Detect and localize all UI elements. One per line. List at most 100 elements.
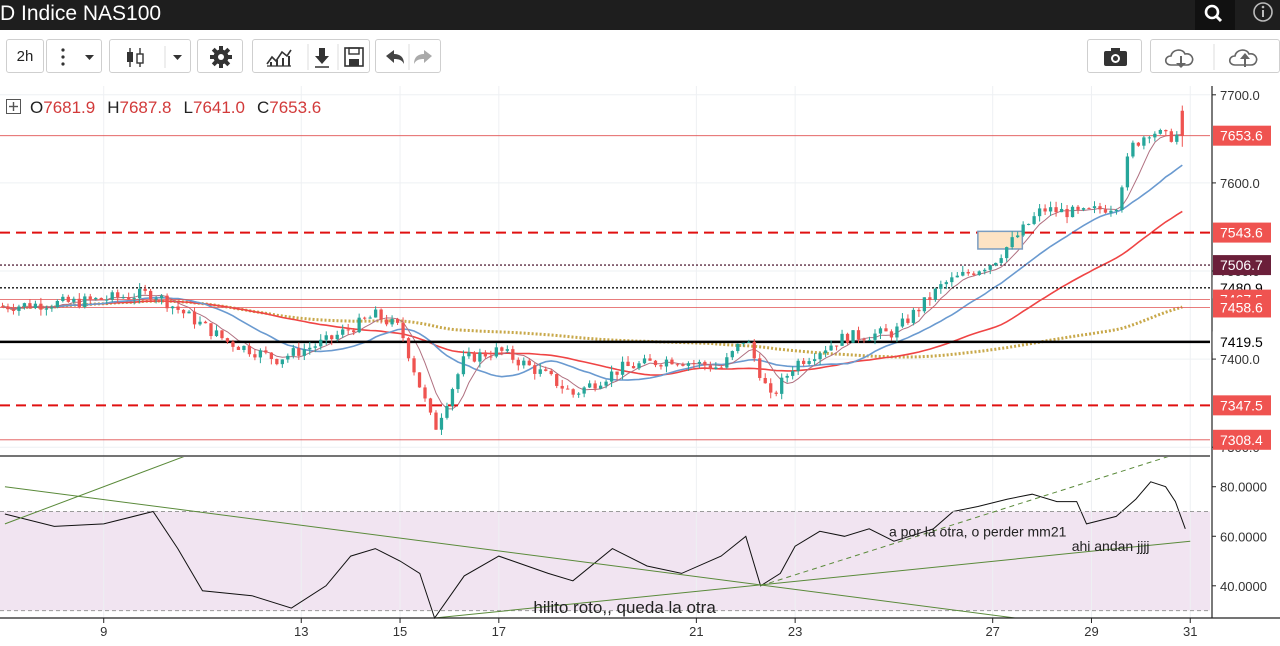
- candle: [352, 327, 356, 336]
- candle: [906, 314, 910, 325]
- candle: [1164, 129, 1168, 137]
- candle: [983, 268, 987, 275]
- candle-body: [1087, 208, 1091, 210]
- candle-body: [522, 360, 526, 366]
- high-value: 7687.8: [119, 98, 172, 117]
- candle-body: [758, 358, 762, 378]
- candle: [966, 269, 970, 276]
- save-icon[interactable]: [344, 47, 364, 67]
- candle-body: [198, 321, 202, 325]
- candle-body: [258, 350, 263, 358]
- candle: [61, 294, 65, 303]
- candle-body: [55, 301, 59, 308]
- candle-body: [461, 356, 466, 375]
- candle: [928, 292, 932, 306]
- candle: [664, 356, 669, 373]
- candle-body: [1114, 209, 1119, 211]
- candle: [577, 392, 581, 398]
- candle-body: [170, 306, 175, 309]
- candle: [401, 317, 405, 342]
- redo-icon[interactable]: [414, 50, 432, 64]
- expand-box-icon[interactable]: [6, 99, 22, 115]
- search-icon[interactable]: [1195, 0, 1235, 30]
- candle: [977, 270, 981, 276]
- chevron-down-icon: [85, 55, 94, 60]
- candle: [796, 358, 800, 375]
- candle: [686, 361, 691, 371]
- undo-icon[interactable]: [386, 50, 404, 64]
- indicators-icon[interactable]: [266, 49, 292, 67]
- price-badge: [1213, 125, 1271, 146]
- candle: [785, 373, 789, 383]
- candle-body: [88, 296, 92, 300]
- candle-body: [642, 358, 647, 364]
- candle: [999, 254, 1003, 265]
- price-badge-label: 7308.4: [1220, 432, 1263, 448]
- candle-body: [445, 406, 449, 418]
- candle: [341, 324, 345, 338]
- candle: [6, 303, 10, 313]
- candle-body: [214, 330, 219, 337]
- cloud-download-icon[interactable]: [1164, 49, 1194, 68]
- download-icon[interactable]: [315, 48, 329, 68]
- interval-menu-button[interactable]: [46, 39, 102, 73]
- candle-body: [352, 330, 356, 333]
- camera-icon: [1104, 48, 1127, 66]
- candle-body: [1120, 187, 1124, 210]
- candle-body: [1070, 206, 1075, 218]
- interval-label: 2h: [16, 48, 34, 65]
- candle-body: [17, 306, 21, 311]
- candle-body: [977, 271, 981, 275]
- candle-body: [192, 311, 197, 325]
- candle-body: [11, 309, 16, 311]
- candle-body: [373, 309, 378, 318]
- rsi-tick-label: 40.0000: [1220, 579, 1267, 594]
- interval-button[interactable]: 2h: [6, 39, 44, 73]
- chart-type-button[interactable]: [109, 39, 191, 73]
- candle-body: [297, 348, 301, 356]
- candle: [297, 342, 301, 360]
- candle-body: [637, 363, 641, 369]
- candle: [66, 294, 70, 303]
- candle-body: [456, 374, 460, 390]
- candle: [88, 293, 92, 304]
- candle: [555, 373, 559, 389]
- candle: [670, 357, 674, 365]
- settings-button[interactable]: [197, 39, 243, 73]
- candle-body: [834, 345, 839, 347]
- candle: [988, 264, 992, 275]
- candle-body: [330, 335, 334, 340]
- candle-body: [911, 309, 916, 323]
- candle-body: [132, 298, 136, 300]
- candle-body: [796, 360, 800, 372]
- candle: [39, 297, 43, 316]
- info-icon[interactable]: [1240, 0, 1280, 30]
- candle-body: [955, 275, 959, 278]
- candle-body: [1136, 142, 1141, 146]
- candle-body: [83, 296, 87, 307]
- candle-body: [527, 360, 531, 366]
- candle: [933, 287, 937, 302]
- candlestick-icon: [127, 48, 144, 67]
- candle: [44, 305, 49, 316]
- cloud-upload-icon[interactable]: [1228, 49, 1258, 67]
- candle-body: [648, 358, 652, 361]
- annotation-text: hilito roto,, queda la otra: [533, 598, 716, 617]
- low-value: 7641.0: [192, 98, 245, 117]
- snapshot-button[interactable]: [1087, 39, 1142, 73]
- candle-body: [99, 297, 103, 300]
- candle-body: [933, 288, 937, 300]
- candle-body: [159, 295, 164, 299]
- candle: [1158, 128, 1162, 135]
- chart-canvas[interactable]: a por la otra, o perder mm21 ahi andan jj…: [0, 86, 1280, 646]
- candle: [187, 310, 191, 314]
- candle: [758, 353, 762, 381]
- candle: [511, 345, 515, 364]
- candle-body: [412, 358, 416, 373]
- candle: [406, 337, 411, 362]
- candle-body: [516, 359, 520, 366]
- candle: [110, 290, 114, 303]
- candle: [895, 322, 899, 343]
- candle-body: [730, 351, 734, 358]
- candle: [231, 339, 235, 352]
